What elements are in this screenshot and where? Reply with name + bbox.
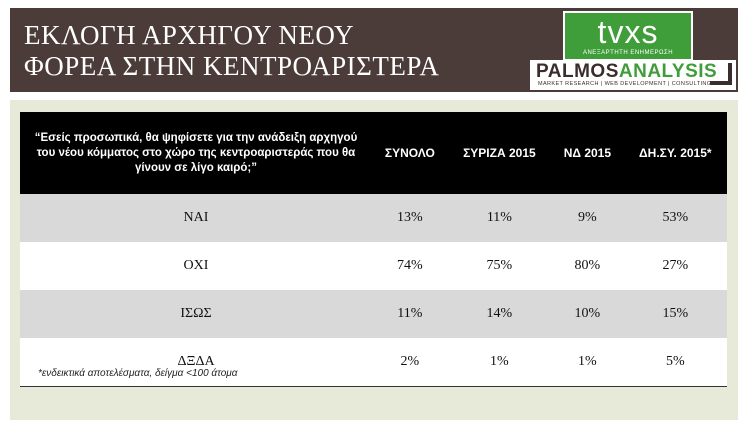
table-row: ΝΑΙ 13% 11% 9% 53% xyxy=(20,194,727,242)
palmos-logo-part-b: ANALYSIS xyxy=(618,61,718,82)
palmos-tagline: MARKET RESEARCH | WEB DEVELOPMENT | CONS… xyxy=(538,81,712,87)
content-panel: “Εσείς προσωπικά, θα ψηφίσετε για την αν… xyxy=(10,100,738,420)
row-label: ΝΑΙ xyxy=(183,210,209,225)
palmos-logo-part-a: PALMOS xyxy=(536,61,619,82)
tvxs-logo-text: tvxs xyxy=(597,14,659,50)
column-header-nd: ΝΔ 2015 xyxy=(563,146,612,160)
row-label: ΟΧΙ xyxy=(183,258,209,273)
table-cell: 11% xyxy=(486,210,512,225)
column-header-syriza: ΣΥΡΙΖΑ 2015 xyxy=(463,146,536,160)
table-row: ΔΞΔΑ 2% 1% 1% 5% xyxy=(20,338,727,387)
table-row: ΙΣΩΣ 11% 14% 10% 15% xyxy=(20,290,727,338)
tvxs-logo: tvxs ΑΝΕΞΑΡΤΗΤΗ ΕΝΗΜΕΡΩΣΗ xyxy=(563,11,693,61)
table-cell: 15% xyxy=(662,306,689,321)
table-cell: 13% xyxy=(397,210,423,225)
table-cell: 74% xyxy=(397,258,423,273)
table-cell: 14% xyxy=(486,306,513,321)
footnote: *ενδεικτικά αποτελέσματα, δείγμα <100 άτ… xyxy=(38,368,238,379)
table-cell: 53% xyxy=(662,210,689,225)
table-cell: 10% xyxy=(574,306,601,321)
table-cell: 2% xyxy=(372,338,448,387)
tvxs-logo-subtitle: ΑΝΕΞΑΡΤΗΤΗ ΕΝΗΜΕΡΩΣΗ xyxy=(582,50,674,56)
title-line-2: ΦΟΡΕΑ ΣΤΗΝ ΚΕΝΤΡΟΑΡΙΣΤΕΡΑ xyxy=(24,51,440,81)
question-header: “Εσείς προσωπικά, θα ψηφίσετε για την αν… xyxy=(34,131,358,174)
table-row: ΟΧΙ 74% 75% 80% 27% xyxy=(20,242,727,290)
results-table: “Εσείς προσωπικά, θα ψηφίσετε για την αν… xyxy=(20,112,727,387)
palmos-logo-text: PALMOSANALYSIS xyxy=(536,61,717,83)
title-line-1: ΕΚΛΟΓΗ ΑΡΧΗΓΟΥ ΝΕΟΥ xyxy=(24,20,354,50)
table-cell: 5% xyxy=(623,338,727,387)
palmos-analysis-logo: PALMOSANALYSIS MARKET RESEARCH | WEB DEV… xyxy=(530,60,736,90)
table-header-row: “Εσείς προσωπικά, θα ψηφίσετε για την αν… xyxy=(20,112,727,194)
table-cell: 9% xyxy=(578,210,597,225)
column-header-disy: ΔΗ.ΣΥ. 2015* xyxy=(639,146,712,160)
table-cell: 1% xyxy=(551,338,624,387)
table-cell: 27% xyxy=(662,258,689,273)
table-cell: 75% xyxy=(486,258,513,273)
table-cell: 11% xyxy=(397,306,423,321)
column-header-total: ΣΥΝΟΛΟ xyxy=(384,146,435,160)
slide-title: ΕΚΛΟΓΗ ΑΡΧΗΓΟΥ ΝΕΟΥ ΦΟΡΕΑ ΣΤΗΝ ΚΕΝΤΡΟΑΡΙ… xyxy=(24,20,439,82)
table-cell: 80% xyxy=(574,258,601,273)
slide-header: ΕΚΛΟΓΗ ΑΡΧΗΓΟΥ ΝΕΟΥ ΦΟΡΕΑ ΣΤΗΝ ΚΕΝΤΡΟΑΡΙ… xyxy=(10,8,738,92)
table-cell: 1% xyxy=(447,338,552,387)
palmos-square-icon xyxy=(710,63,732,85)
row-label: ΔΞΔΑ xyxy=(20,338,372,387)
row-label: ΙΣΩΣ xyxy=(180,306,212,321)
